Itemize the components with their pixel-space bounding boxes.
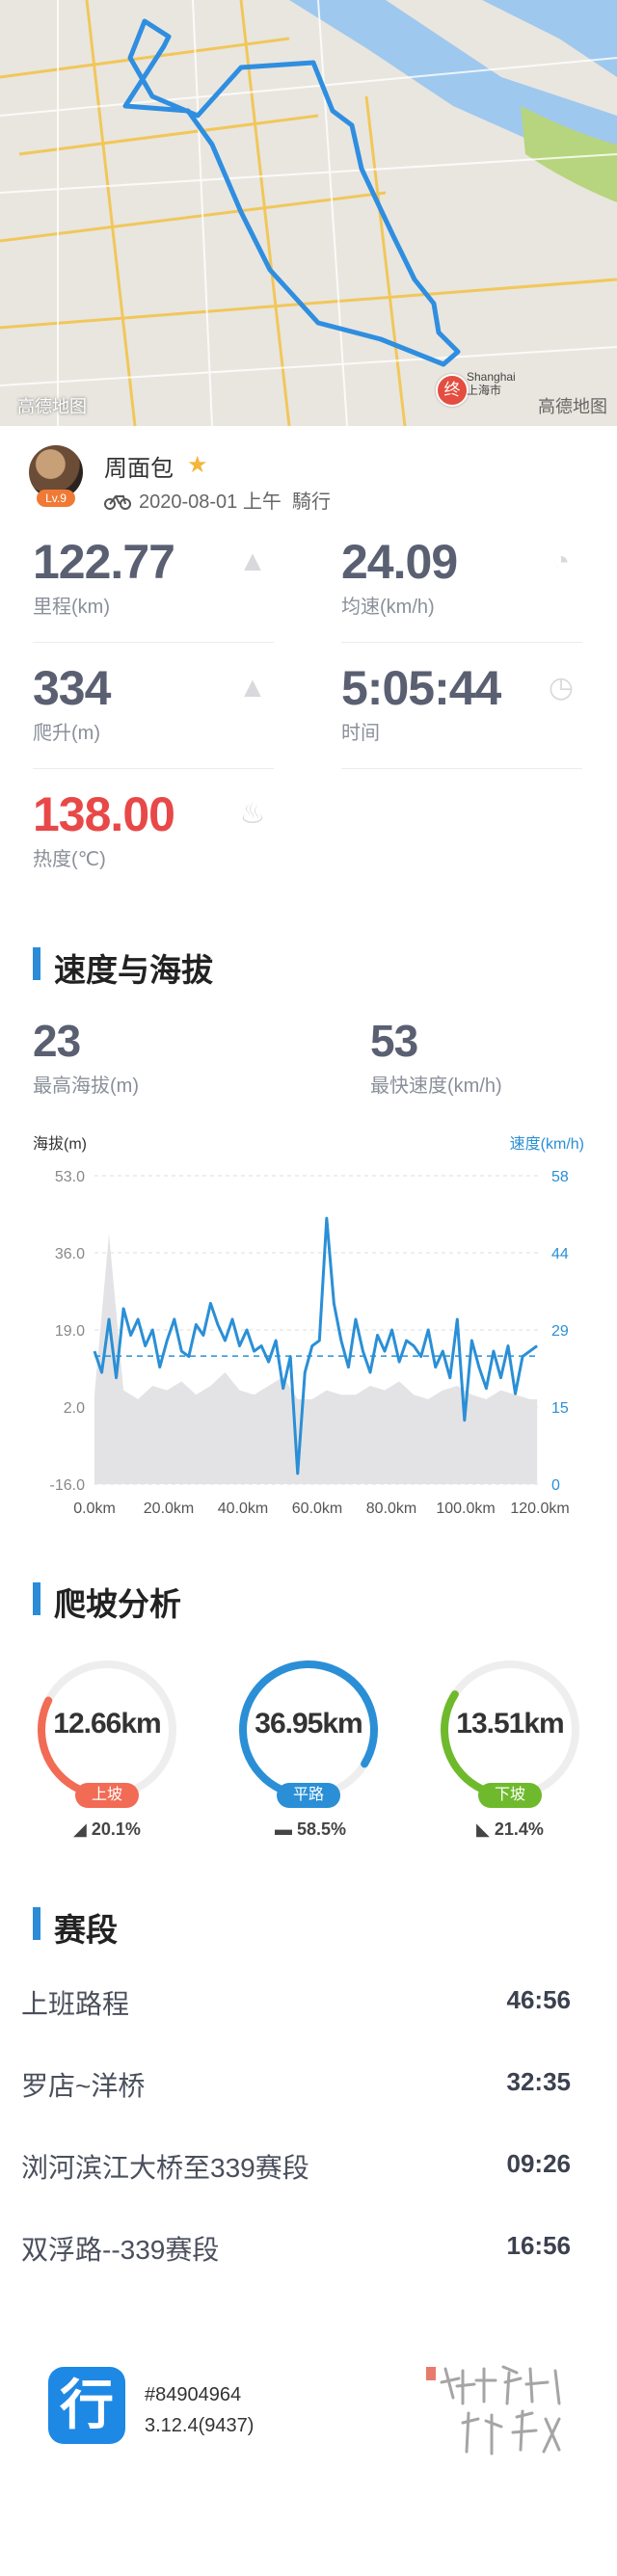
x-tick: 80.0km bbox=[366, 1500, 416, 1517]
downhill-label: 下坡 bbox=[478, 1783, 542, 1808]
divider bbox=[341, 768, 582, 769]
divider bbox=[33, 642, 274, 643]
divider bbox=[33, 768, 274, 769]
x-tick: 20.0km bbox=[144, 1500, 194, 1517]
y-right-tick: 29 bbox=[551, 1323, 569, 1340]
ride-meta: 2020-08-01 上午 騎行 bbox=[104, 486, 331, 514]
x-tick: 0.0km bbox=[73, 1500, 116, 1517]
y-right-title: 速度(km/h) bbox=[510, 1135, 584, 1153]
stat-distance: 122.77 里程(km) ▲ bbox=[33, 535, 283, 619]
x-tick: 120.0km bbox=[510, 1500, 569, 1517]
section-marker bbox=[33, 1907, 40, 1940]
user-name: 周面包 bbox=[104, 456, 174, 482]
stat-max-speed: 53 最快速度(km/h) bbox=[370, 1016, 502, 1097]
map-brand-right: 高德地图 bbox=[538, 397, 607, 416]
divider bbox=[341, 642, 582, 643]
speed-altitude-chart[interactable]: 海拔(m) 速度(km/h) 53.0 36.0 19.0 2.0 -16.0 58 44 2… bbox=[0, 1126, 617, 1521]
stat-max-altitude: 23 最高海拔(m) bbox=[33, 1016, 139, 1097]
segment-row[interactable]: 罗店~洋桥 32:35 bbox=[21, 2067, 571, 2101]
stat-time: 5:05:44 时间 ◷ bbox=[341, 661, 592, 745]
downhill-icon: ◣ bbox=[476, 1819, 490, 1839]
x-tick: 60.0km bbox=[292, 1500, 342, 1517]
section-title-speed: 速度与海拔 bbox=[54, 952, 213, 988]
section-title-segments: 赛段 bbox=[54, 1912, 118, 1948]
segment-row[interactable]: 上班路程 46:56 bbox=[21, 1985, 571, 2019]
y-left-tick: 36.0 bbox=[55, 1246, 85, 1262]
app-version: 3.12.4(9437) bbox=[145, 2415, 255, 2436]
y-left-title: 海拔(m) bbox=[33, 1135, 87, 1153]
y-left-tick: 2.0 bbox=[64, 1400, 85, 1417]
flame-icon: ♨ bbox=[239, 798, 266, 830]
bike-icon bbox=[104, 495, 131, 510]
calligraphy-image bbox=[426, 2365, 561, 2456]
map-brand-left: 高德地图 bbox=[17, 397, 87, 416]
uphill-icon: ◢ bbox=[73, 1819, 87, 1839]
y-right-tick: 0 bbox=[551, 1477, 560, 1494]
segment-row[interactable]: 双浮路--339赛段 16:56 bbox=[21, 2231, 571, 2265]
section-title-climb: 爬坡分析 bbox=[54, 1586, 181, 1622]
x-tick: 40.0km bbox=[218, 1500, 268, 1517]
x-tick: 100.0km bbox=[436, 1500, 495, 1517]
route-end-marker: 终 bbox=[436, 374, 469, 407]
app-logo: 行 bbox=[48, 2367, 125, 2444]
stat-heat: 138.00 热度(℃) ♨ bbox=[33, 787, 283, 871]
speed-line bbox=[93, 1216, 538, 1475]
speedometer-icon: ◔ bbox=[551, 545, 571, 577]
uphill-percent: ◢ 20.1% bbox=[73, 1819, 141, 1839]
y-left-tick: 19.0 bbox=[55, 1323, 85, 1340]
level-badge: Lv.9 bbox=[37, 490, 75, 507]
y-right-tick: 58 bbox=[551, 1169, 569, 1185]
star-icon: ★ bbox=[187, 452, 208, 478]
downhill-distance: 13.51km bbox=[456, 1708, 564, 1739]
flat-distance: 36.95km bbox=[255, 1708, 362, 1739]
ride-date: 2020-08-01 上午 bbox=[139, 491, 282, 513]
stat-avg-speed: 24.09 均速(km/h) ◔ bbox=[341, 535, 592, 619]
y-right-tick: 15 bbox=[551, 1400, 569, 1417]
flat-icon: ▬ bbox=[275, 1819, 292, 1839]
y-left-tick: 53.0 bbox=[55, 1169, 85, 1185]
road-icon: ▲ bbox=[238, 545, 267, 577]
climb-downhill: 13.51km 下坡 ◣ 21.4% bbox=[438, 1658, 582, 1839]
downhill-percent: ◣ 21.4% bbox=[476, 1819, 544, 1839]
uphill-label: 上坡 bbox=[75, 1783, 139, 1808]
climb-flat: 36.95km 平路 ▬ 58.5% bbox=[236, 1658, 381, 1839]
chart-svg: 海拔(m) 速度(km/h) 53.0 36.0 19.0 2.0 -16.0 58 44 2… bbox=[33, 1135, 584, 1517]
record-id: #84904964 bbox=[145, 2384, 242, 2405]
ride-type: 騎行 bbox=[292, 491, 331, 513]
y-left-tick: -16.0 bbox=[50, 1477, 86, 1494]
stat-climb: 334 爬升(m) ▲ bbox=[33, 661, 283, 745]
altitude-area bbox=[94, 1234, 538, 1484]
segment-row[interactable]: 浏河滨江大桥至339赛段 09:26 bbox=[21, 2149, 571, 2183]
map-city-label: Shanghai 上海市 bbox=[467, 370, 516, 397]
clock-icon: ◷ bbox=[548, 672, 575, 704]
climb-uphill: 12.66km 上坡 ◢ 20.1% bbox=[35, 1658, 179, 1839]
section-marker bbox=[33, 1582, 40, 1615]
uphill-distance: 12.66km bbox=[53, 1708, 161, 1739]
mountain-icon: ▲ bbox=[238, 672, 267, 704]
section-marker bbox=[33, 947, 40, 980]
flat-percent: ▬ 58.5% bbox=[275, 1819, 347, 1839]
route-map[interactable]: 终 Shanghai 上海市 高德地图 高德地图 bbox=[0, 0, 617, 426]
map-canvas bbox=[0, 0, 617, 426]
y-right-tick: 44 bbox=[551, 1246, 569, 1262]
flat-label: 平路 bbox=[277, 1783, 340, 1808]
